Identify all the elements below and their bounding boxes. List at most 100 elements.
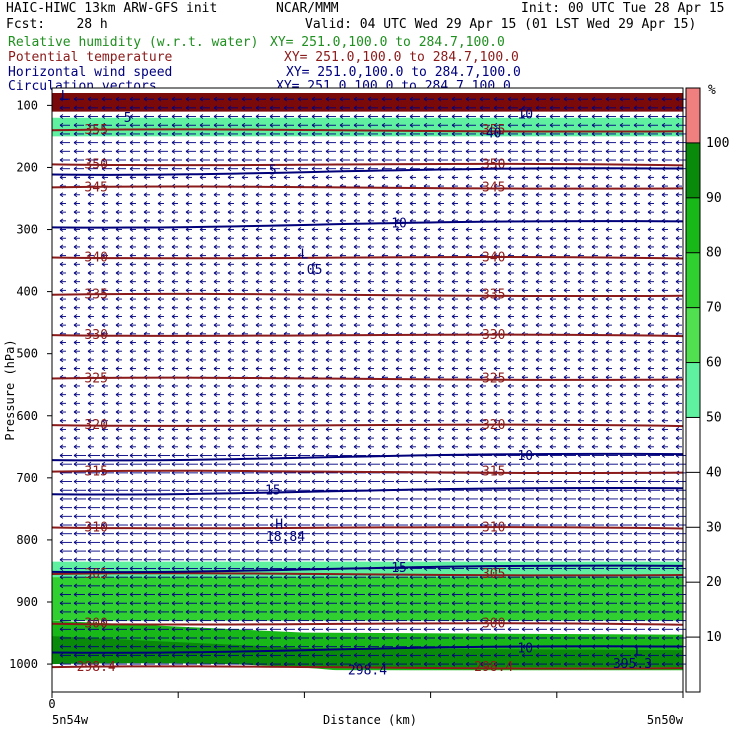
wind-vector-head xyxy=(465,435,470,441)
wind-vector-head xyxy=(591,548,596,554)
wind-vector-head xyxy=(451,296,456,302)
wind-vector-head xyxy=(325,305,330,311)
wind-vector-head xyxy=(227,287,232,293)
wind-vector-head xyxy=(353,540,358,545)
wind-vector-head xyxy=(591,557,596,563)
wind-vector-head xyxy=(255,496,260,502)
wind-vector-head xyxy=(143,122,148,128)
wind-vector-head xyxy=(325,96,330,102)
wind-vector-head xyxy=(549,340,554,345)
wind-vector-head xyxy=(255,201,260,206)
wind-vector-head xyxy=(115,105,120,111)
wind-vector-head xyxy=(423,513,428,519)
wind-vector-head xyxy=(661,105,666,111)
wind-vector-head xyxy=(563,505,568,511)
wind-vector-head xyxy=(297,357,302,363)
wind-vector-head xyxy=(647,479,652,484)
wind-vector-head xyxy=(409,131,414,137)
wind-vector-head xyxy=(381,479,386,484)
wind-vector-head xyxy=(479,157,484,163)
wind-vector-head xyxy=(563,435,568,441)
wind-vector-head xyxy=(675,548,680,554)
wind-vector-head xyxy=(549,444,554,450)
wind-vector-head xyxy=(241,261,246,267)
wind-vector-head xyxy=(255,531,260,537)
wind-vector-head xyxy=(73,531,78,537)
wind-vector-head xyxy=(367,357,372,363)
wind-vector-head xyxy=(493,296,498,302)
wind-vector-head xyxy=(339,209,344,215)
wind-vector-head xyxy=(59,574,64,580)
wind-vector-head xyxy=(297,166,302,172)
wind-vector-head xyxy=(297,114,302,119)
wind-vector-head xyxy=(409,314,414,319)
wind-vector-head xyxy=(325,235,330,241)
wind-vector-head xyxy=(101,435,106,441)
wind-vector-head xyxy=(465,322,470,328)
wind-vector-head xyxy=(647,148,652,154)
wind-vector-head xyxy=(297,105,302,111)
wind-vector-head xyxy=(395,296,400,302)
wind-vector-head xyxy=(129,175,134,180)
wind-vector-head xyxy=(591,261,596,267)
wind-vector-head xyxy=(157,209,162,215)
wind-vector-head xyxy=(367,479,372,484)
wind-vector-head xyxy=(339,270,344,276)
wind-vector-head xyxy=(101,105,106,111)
wind-vector-head xyxy=(185,400,190,406)
wind-vector-head xyxy=(367,540,372,545)
wind-vector-head xyxy=(87,487,92,493)
wind-vector-head xyxy=(213,418,218,424)
wind-vector-head xyxy=(199,305,204,311)
wind-vector-head xyxy=(297,122,302,128)
wind-vector-head xyxy=(227,270,232,276)
wind-vector-head xyxy=(101,487,106,493)
wind-vector-head xyxy=(269,505,274,511)
wind-vector-head xyxy=(521,400,526,406)
wind-vector-head xyxy=(101,479,106,484)
wind-vector-head xyxy=(661,366,666,371)
wind-vector-head xyxy=(227,122,232,128)
wind-vector-head xyxy=(479,148,484,154)
wind-vector-head xyxy=(157,383,162,389)
wind-vector-head xyxy=(59,296,64,302)
wind-vector-head xyxy=(381,366,386,371)
wind-vector-head xyxy=(311,131,316,137)
wind-vector-head xyxy=(675,383,680,389)
wind-vector-head xyxy=(199,566,204,571)
wind-vector-head xyxy=(535,209,540,215)
wind-vector-head xyxy=(367,157,372,163)
wind-vector-head xyxy=(563,461,568,467)
wind-vector-head xyxy=(633,557,638,563)
wind-vector-head xyxy=(199,400,204,406)
wind-vector-head xyxy=(395,505,400,511)
wind-vector-head xyxy=(549,296,554,302)
wind-vector-head xyxy=(563,322,568,328)
wind-vector-head xyxy=(101,574,106,580)
wind-vector-head xyxy=(661,418,666,424)
wind-vector-head xyxy=(325,340,330,345)
wind-vector-head xyxy=(381,409,386,415)
wind-vector-head xyxy=(675,131,680,137)
wind-vector-head xyxy=(493,548,498,554)
wind-vector-head xyxy=(73,244,78,250)
wind-vector-head xyxy=(465,114,470,119)
wind-vector-head xyxy=(157,305,162,311)
wind-vector-head xyxy=(339,157,344,163)
wind-vector-head xyxy=(395,192,400,198)
wind-vector-head xyxy=(577,270,582,276)
wind-vector-head xyxy=(591,175,596,180)
wind-vector-head xyxy=(311,305,316,311)
wind-vector-head xyxy=(353,400,358,406)
wind-vector-head xyxy=(633,548,638,554)
wind-vector-head xyxy=(325,201,330,206)
wind-vector-head xyxy=(157,122,162,128)
wind-vector-head xyxy=(353,366,358,371)
wind-vector-head xyxy=(73,513,78,519)
wind-vector-head xyxy=(423,96,428,102)
wind-vector-head xyxy=(241,340,246,345)
wind-vector-head xyxy=(143,513,148,519)
wind-vector-head xyxy=(297,192,302,198)
wind-vector-head xyxy=(283,296,288,302)
wind-vector-head xyxy=(675,201,680,206)
